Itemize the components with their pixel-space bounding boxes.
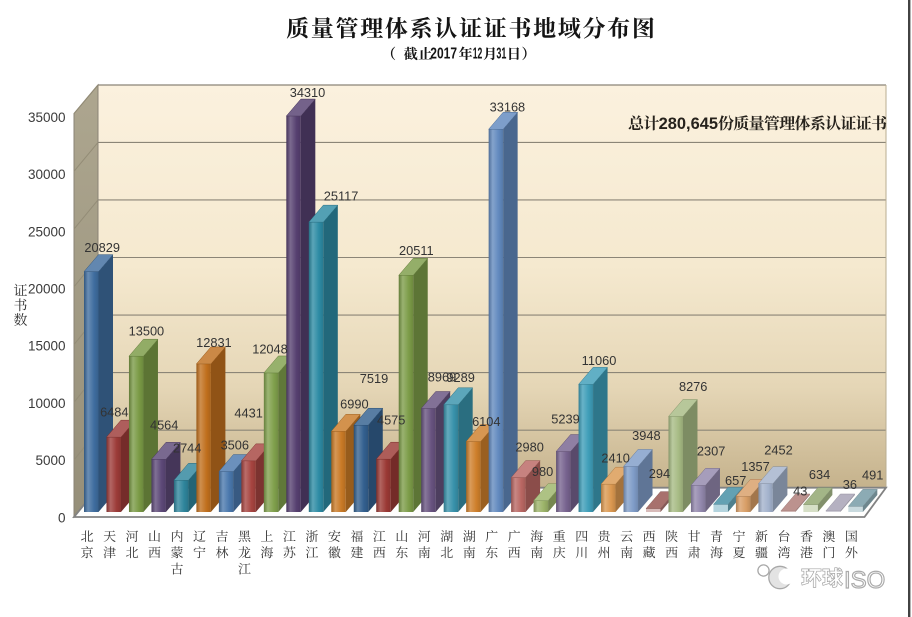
svg-text:1357: 1357 [741,459,769,474]
svg-text:30000: 30000 [28,167,66,182]
svg-text:0: 0 [58,510,66,525]
svg-text:2307: 2307 [697,443,725,458]
svg-text:10000: 10000 [28,396,66,411]
svg-text:36: 36 [843,477,857,492]
svg-text:20000: 20000 [28,282,66,297]
svg-text:20829: 20829 [84,240,120,255]
svg-text:11060: 11060 [582,353,617,368]
svg-text:294: 294 [649,466,670,481]
svg-text:6104: 6104 [472,414,500,429]
svg-text:4431: 4431 [234,406,262,421]
svg-text:2452: 2452 [764,443,792,458]
svg-text:13500: 13500 [129,323,165,338]
svg-text:8276: 8276 [679,379,707,394]
svg-text:4575: 4575 [377,413,405,428]
svg-text:980: 980 [532,464,553,479]
svg-text:2410: 2410 [601,450,629,465]
svg-text:25000: 25000 [28,224,66,239]
svg-text:4564: 4564 [150,418,178,433]
svg-text:43: 43 [793,484,807,499]
svg-text:3948: 3948 [632,428,660,443]
svg-text:33168: 33168 [490,99,526,114]
svg-text:2980: 2980 [515,439,543,454]
svg-text:34310: 34310 [290,85,326,100]
svg-text:3506: 3506 [221,437,249,452]
svg-text:12048: 12048 [252,341,288,356]
svg-text:9289: 9289 [446,370,474,385]
svg-text:20511: 20511 [399,243,434,258]
svg-text:657: 657 [725,473,746,488]
svg-text:31: 31 [496,46,506,63]
svg-text:25117: 25117 [324,188,359,203]
svg-text:15000: 15000 [28,339,66,354]
svg-text:5239: 5239 [551,412,579,427]
svg-text:5000: 5000 [35,453,65,468]
svg-text:6990: 6990 [340,396,368,411]
svg-text:280,645: 280,645 [659,114,718,133]
svg-text:491: 491 [862,468,883,483]
svg-text:2744: 2744 [173,441,201,456]
svg-text:8969: 8969 [428,370,456,385]
svg-text:12831: 12831 [196,335,232,350]
svg-text:ISO: ISO [844,567,885,594]
svg-text:634: 634 [809,467,830,482]
svg-text:35000: 35000 [28,110,66,125]
svg-text:7519: 7519 [360,371,388,386]
svg-text:2017: 2017 [430,46,457,63]
svg-text:6484: 6484 [100,404,128,419]
svg-text:12: 12 [473,46,483,63]
